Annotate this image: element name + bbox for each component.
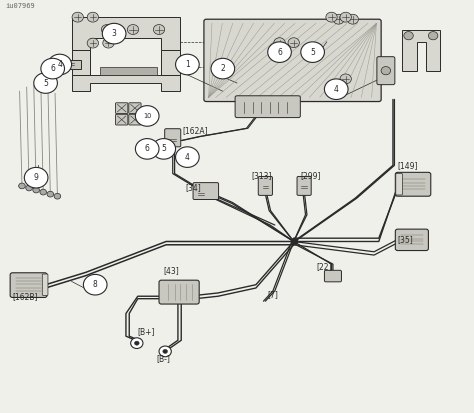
Circle shape	[87, 12, 99, 22]
Text: [162A]: [162A]	[182, 126, 208, 135]
Circle shape	[87, 38, 99, 48]
Circle shape	[40, 189, 46, 195]
Circle shape	[102, 23, 126, 44]
Circle shape	[154, 24, 164, 34]
FancyBboxPatch shape	[258, 176, 273, 195]
FancyBboxPatch shape	[129, 103, 141, 114]
FancyBboxPatch shape	[395, 229, 428, 251]
Circle shape	[136, 139, 159, 159]
Text: [B+]: [B+]	[138, 328, 155, 337]
Text: 9: 9	[34, 173, 38, 182]
Circle shape	[288, 38, 300, 47]
Circle shape	[128, 24, 139, 34]
FancyBboxPatch shape	[193, 183, 219, 199]
Circle shape	[47, 191, 54, 197]
Text: 6: 6	[145, 145, 150, 153]
Text: 4: 4	[57, 60, 62, 69]
Circle shape	[340, 12, 351, 22]
Circle shape	[26, 185, 32, 191]
Text: 4: 4	[185, 153, 190, 161]
Text: iu07969: iu07969	[5, 3, 35, 9]
Text: 4: 4	[334, 85, 339, 94]
Text: [34]: [34]	[185, 183, 201, 192]
FancyBboxPatch shape	[129, 114, 141, 125]
Circle shape	[152, 139, 175, 159]
Circle shape	[268, 42, 292, 62]
Circle shape	[41, 58, 64, 79]
Polygon shape	[72, 17, 180, 50]
Text: [299]: [299]	[301, 171, 321, 180]
FancyBboxPatch shape	[396, 173, 402, 195]
FancyBboxPatch shape	[324, 270, 341, 282]
Circle shape	[72, 12, 83, 22]
Circle shape	[131, 338, 143, 349]
Circle shape	[274, 38, 285, 47]
FancyBboxPatch shape	[395, 172, 431, 196]
Text: 6: 6	[277, 47, 282, 57]
Circle shape	[324, 79, 348, 100]
Text: [43]: [43]	[164, 266, 180, 275]
Circle shape	[381, 66, 391, 75]
FancyBboxPatch shape	[159, 280, 199, 304]
Text: [B-]: [B-]	[156, 354, 171, 363]
Polygon shape	[62, 60, 81, 69]
Text: [149]: [149]	[398, 161, 418, 170]
Circle shape	[101, 24, 113, 34]
Text: 5: 5	[161, 145, 166, 153]
Text: [7]: [7]	[268, 290, 279, 299]
Polygon shape	[72, 50, 91, 75]
FancyBboxPatch shape	[235, 96, 301, 118]
Circle shape	[333, 14, 344, 24]
Polygon shape	[402, 29, 440, 71]
Text: 5: 5	[43, 78, 48, 88]
Text: [162B]: [162B]	[12, 292, 38, 301]
FancyBboxPatch shape	[297, 176, 311, 195]
Text: 3: 3	[112, 29, 117, 38]
Text: 8: 8	[93, 280, 98, 289]
Circle shape	[428, 31, 438, 40]
Circle shape	[33, 187, 39, 193]
Polygon shape	[161, 50, 180, 75]
Text: [313]: [313]	[251, 171, 272, 180]
Circle shape	[136, 106, 159, 126]
Circle shape	[103, 38, 114, 48]
Polygon shape	[100, 66, 156, 75]
Text: 1: 1	[185, 60, 190, 69]
Circle shape	[18, 183, 25, 189]
Circle shape	[340, 74, 351, 84]
FancyBboxPatch shape	[164, 129, 181, 147]
Circle shape	[54, 193, 61, 199]
FancyBboxPatch shape	[10, 273, 47, 297]
Circle shape	[211, 58, 235, 79]
FancyBboxPatch shape	[377, 57, 395, 85]
Polygon shape	[72, 75, 180, 91]
Circle shape	[347, 14, 358, 24]
Circle shape	[24, 167, 48, 188]
Circle shape	[301, 42, 324, 62]
Text: 6: 6	[50, 64, 55, 73]
Text: 2: 2	[220, 64, 225, 73]
FancyBboxPatch shape	[42, 274, 48, 295]
Circle shape	[34, 73, 57, 93]
Text: [22]: [22]	[317, 262, 332, 271]
FancyBboxPatch shape	[204, 19, 381, 102]
Circle shape	[163, 349, 167, 354]
Circle shape	[48, 54, 72, 75]
FancyBboxPatch shape	[116, 114, 128, 125]
Circle shape	[159, 346, 171, 357]
Circle shape	[83, 274, 107, 295]
Circle shape	[326, 12, 337, 22]
FancyBboxPatch shape	[116, 103, 128, 114]
Circle shape	[175, 147, 199, 167]
Text: [35]: [35]	[398, 235, 413, 244]
Circle shape	[404, 31, 413, 40]
Circle shape	[175, 54, 199, 75]
Circle shape	[135, 341, 139, 345]
Text: 5: 5	[310, 47, 315, 57]
Text: 10: 10	[143, 113, 151, 119]
